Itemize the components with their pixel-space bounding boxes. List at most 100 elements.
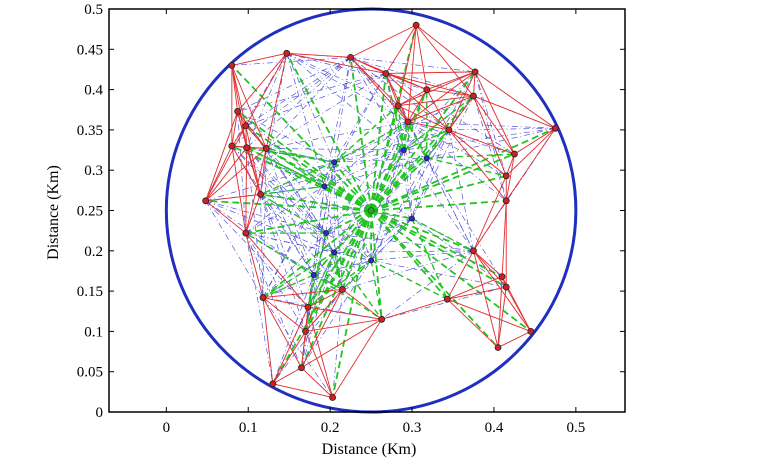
red-link (473, 200, 507, 252)
outer-node (283, 49, 291, 57)
outer-node (470, 92, 477, 100)
red-link (246, 147, 261, 195)
red-link (385, 24, 417, 74)
red-link (305, 318, 382, 332)
green-link (370, 209, 448, 300)
blue-link (245, 73, 386, 127)
blue-link (407, 121, 515, 155)
green-link (411, 217, 474, 252)
x-tick-label: 0.4 (485, 420, 504, 436)
green-link (370, 259, 448, 300)
blue-link (305, 232, 327, 332)
red-link (447, 298, 531, 332)
green-link (333, 161, 372, 212)
blue-link (205, 200, 327, 234)
blue-link (385, 73, 515, 155)
red-link (262, 297, 302, 368)
green-link (403, 121, 409, 151)
outer-node (382, 70, 390, 77)
red-link (231, 65, 267, 149)
green-link (370, 153, 515, 212)
blue-link (260, 194, 372, 261)
outer-node (242, 229, 250, 237)
y-tick-label: 0 (96, 405, 104, 421)
red-link (205, 200, 247, 234)
blue-link (403, 71, 476, 151)
red-link (447, 286, 507, 300)
blue-link (246, 53, 288, 148)
green-link (262, 209, 372, 299)
red-link (307, 307, 334, 398)
x-tick-label: 0.2 (321, 420, 340, 436)
outer-node (502, 197, 510, 205)
blue-link (260, 194, 306, 332)
red-link (505, 286, 532, 332)
red-link (426, 89, 474, 97)
outer-node (378, 315, 386, 323)
blue-link (205, 161, 335, 202)
y-tick-label: 0.4 (84, 83, 103, 99)
inner-node (368, 257, 374, 264)
green-link (370, 127, 556, 212)
blue-link (205, 200, 314, 276)
blue-link (350, 57, 476, 73)
blue-link (403, 149, 474, 251)
red-link (474, 71, 515, 155)
outer-node (347, 53, 355, 61)
blue-link (474, 71, 507, 176)
blue-link (370, 149, 405, 261)
red-link (245, 148, 267, 234)
red-link (245, 232, 309, 308)
green-link (370, 209, 499, 349)
blue-link (266, 121, 409, 149)
red-link (272, 383, 333, 398)
outer-node (269, 380, 277, 388)
red-link (332, 319, 383, 398)
blue-link (301, 233, 327, 368)
green-link (370, 24, 418, 211)
red-link (231, 65, 247, 126)
outer-node (228, 62, 236, 69)
green-link (370, 174, 507, 212)
red-link (397, 105, 450, 131)
blue-link (245, 161, 335, 234)
blue-link (245, 57, 351, 127)
blue-link (407, 121, 556, 129)
outer-node (551, 124, 559, 132)
green-link (333, 252, 383, 320)
inner-node (400, 147, 407, 153)
blue-link (246, 57, 351, 148)
outer-node (234, 107, 241, 115)
blue-link (262, 232, 327, 298)
blue-link (411, 158, 428, 219)
blue-link (286, 53, 335, 163)
red-link (305, 289, 343, 332)
red-link (385, 73, 474, 97)
outer-node (257, 190, 264, 198)
green-link (237, 110, 372, 212)
red-link (286, 52, 386, 74)
red-link (237, 53, 288, 112)
blue-link (262, 186, 325, 298)
green-link (285, 52, 372, 211)
red-link (245, 125, 267, 149)
blue-link (350, 57, 450, 131)
outer-node (423, 86, 431, 93)
blue-link (260, 53, 288, 195)
green-link (265, 147, 372, 212)
red-link (307, 289, 343, 308)
x-tick-label: 0.3 (403, 420, 422, 436)
tick-layer: 0 0.1 0.2 0.3 0.4 0.5 0 0.05 0.1 0.15 0.2 0.25 0.3 0.… (77, 2, 625, 436)
outer-node (394, 102, 402, 110)
green-link (370, 157, 428, 212)
green-link (313, 274, 383, 320)
red-link (231, 111, 239, 147)
red-link (385, 71, 476, 74)
blue-link (334, 157, 427, 163)
green-link (266, 147, 335, 163)
red-link (301, 318, 382, 369)
red-link (448, 129, 507, 177)
red-link (272, 367, 302, 385)
red-link (385, 73, 450, 131)
